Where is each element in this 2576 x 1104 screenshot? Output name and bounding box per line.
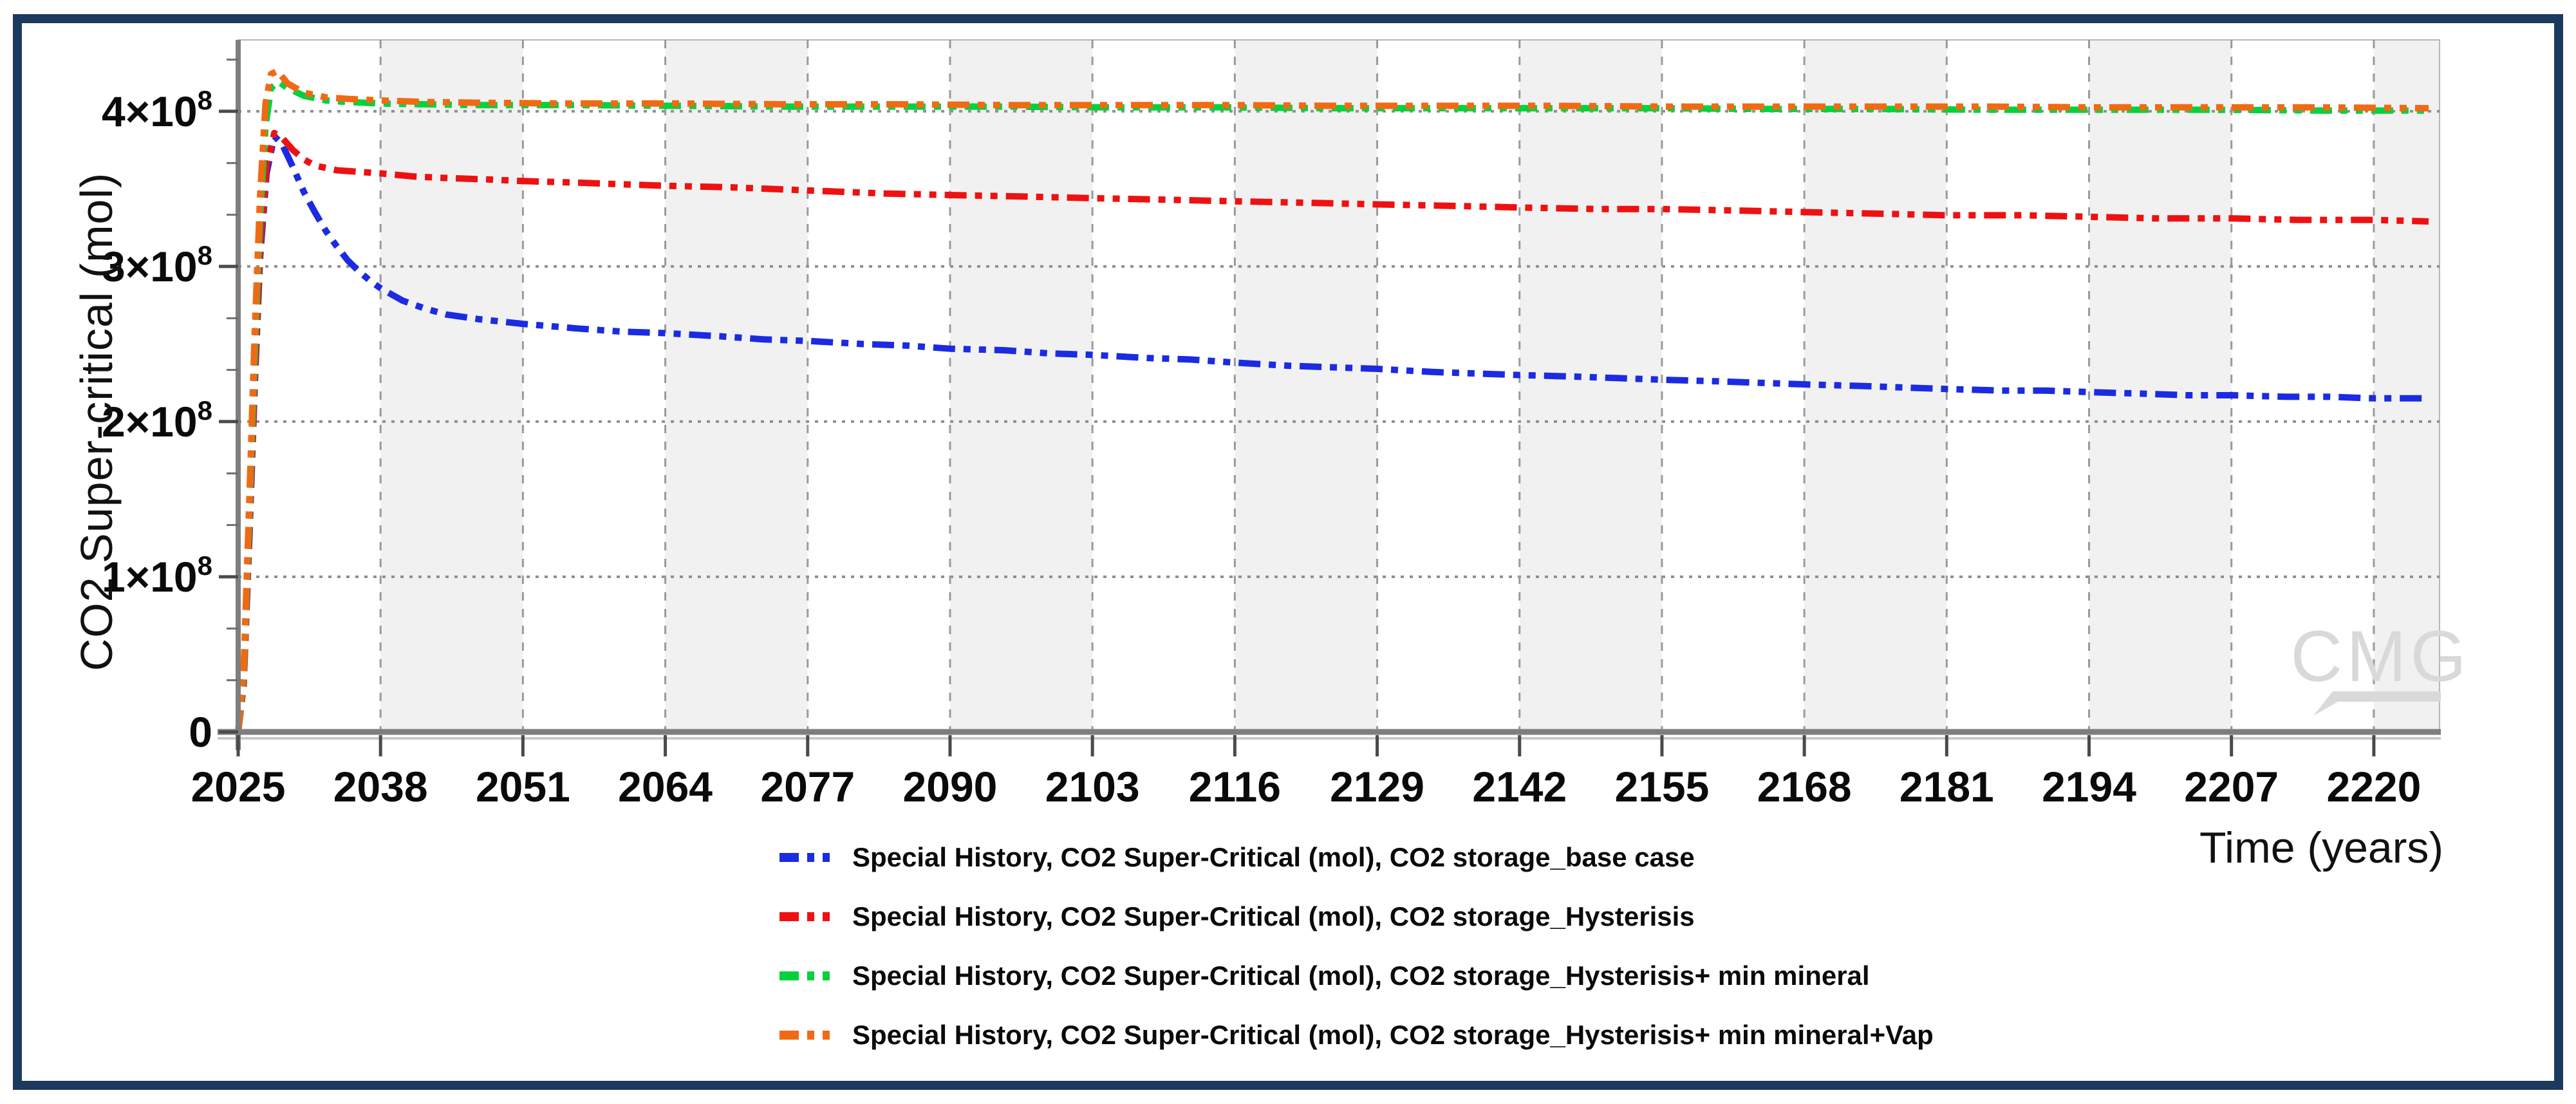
x-tick-label: 2181 (1899, 763, 1994, 810)
y-axis-title: CO2 Super-critical (mol) (71, 172, 122, 671)
x-tick-label: 2077 (760, 763, 855, 810)
legend-label: Special History, CO2 Super-Critical (mol… (852, 1020, 1934, 1050)
x-tick-label: 2155 (1615, 763, 1710, 810)
y-tick-label: 1×108 (102, 550, 212, 601)
series-line-base-case (235, 133, 2429, 733)
y-tick-label: 2×108 (102, 395, 212, 445)
y-tick-label: 3×108 (102, 240, 212, 290)
x-tick-label: 2064 (618, 763, 713, 810)
plot-band (2373, 40, 2440, 732)
legend-label: Special History, CO2 Super-Critical (mol… (852, 842, 1695, 872)
plot-band (1519, 40, 1662, 732)
cmg-watermark: CMG (2290, 616, 2470, 697)
x-tick-label: 2038 (333, 763, 428, 810)
plot-band (665, 40, 808, 732)
series-line-hysterisis-min-mineral-vap (235, 68, 2429, 733)
plot-band (949, 40, 1093, 732)
legend-line-swatch-red-icon (779, 912, 835, 921)
legend-line-swatch-green-icon (779, 971, 835, 980)
x-tick-label: 2220 (2326, 763, 2421, 810)
plot-band (2089, 40, 2232, 732)
x-tick-label: 2194 (2042, 763, 2136, 810)
x-axis-title: Time (years) (2199, 823, 2443, 872)
x-tick-label: 2129 (1330, 763, 1424, 810)
plot-band (380, 40, 523, 732)
plot-band (1235, 40, 1377, 732)
legend-item-base-case: Special History, CO2 Super-Critical (mol… (778, 828, 1934, 887)
x-tick-label: 2103 (1045, 763, 1140, 810)
legend-line-swatch-blue-icon (779, 853, 835, 862)
y-tick-label: 0 (189, 708, 212, 756)
x-tick-label: 2168 (1757, 763, 1852, 810)
legend-item-hysterisis-min-mineral: Special History, CO2 Super-Critical (mol… (778, 946, 1934, 1006)
x-tick-label: 2207 (2184, 763, 2279, 810)
cmg-watermark-swoosh (2313, 691, 2441, 716)
y-tick-label: 4×108 (102, 85, 212, 135)
x-tick-label: 2090 (903, 763, 998, 810)
x-tick-label: 2116 (1189, 763, 1281, 810)
legend-item-hysterisis: Special History, CO2 Super-Critical (mol… (778, 887, 1934, 946)
x-tick-label: 2025 (191, 763, 286, 810)
series-line-hysterisis (235, 129, 2429, 733)
legend-item-hysterisis-min-mineral-vap: Special History, CO2 Super-Critical (mol… (778, 1006, 1934, 1065)
x-tick-label: 2051 (476, 763, 570, 810)
legend-label: Special History, CO2 Super-Critical (mol… (852, 901, 1695, 931)
legend: Special History, CO2 Super-Critical (mol… (778, 828, 1934, 1065)
legend-line-swatch-orange-icon (779, 1031, 835, 1040)
x-tick-label: 2142 (1472, 763, 1567, 810)
legend-label: Special History, CO2 Super-Critical (mol… (852, 960, 1870, 991)
